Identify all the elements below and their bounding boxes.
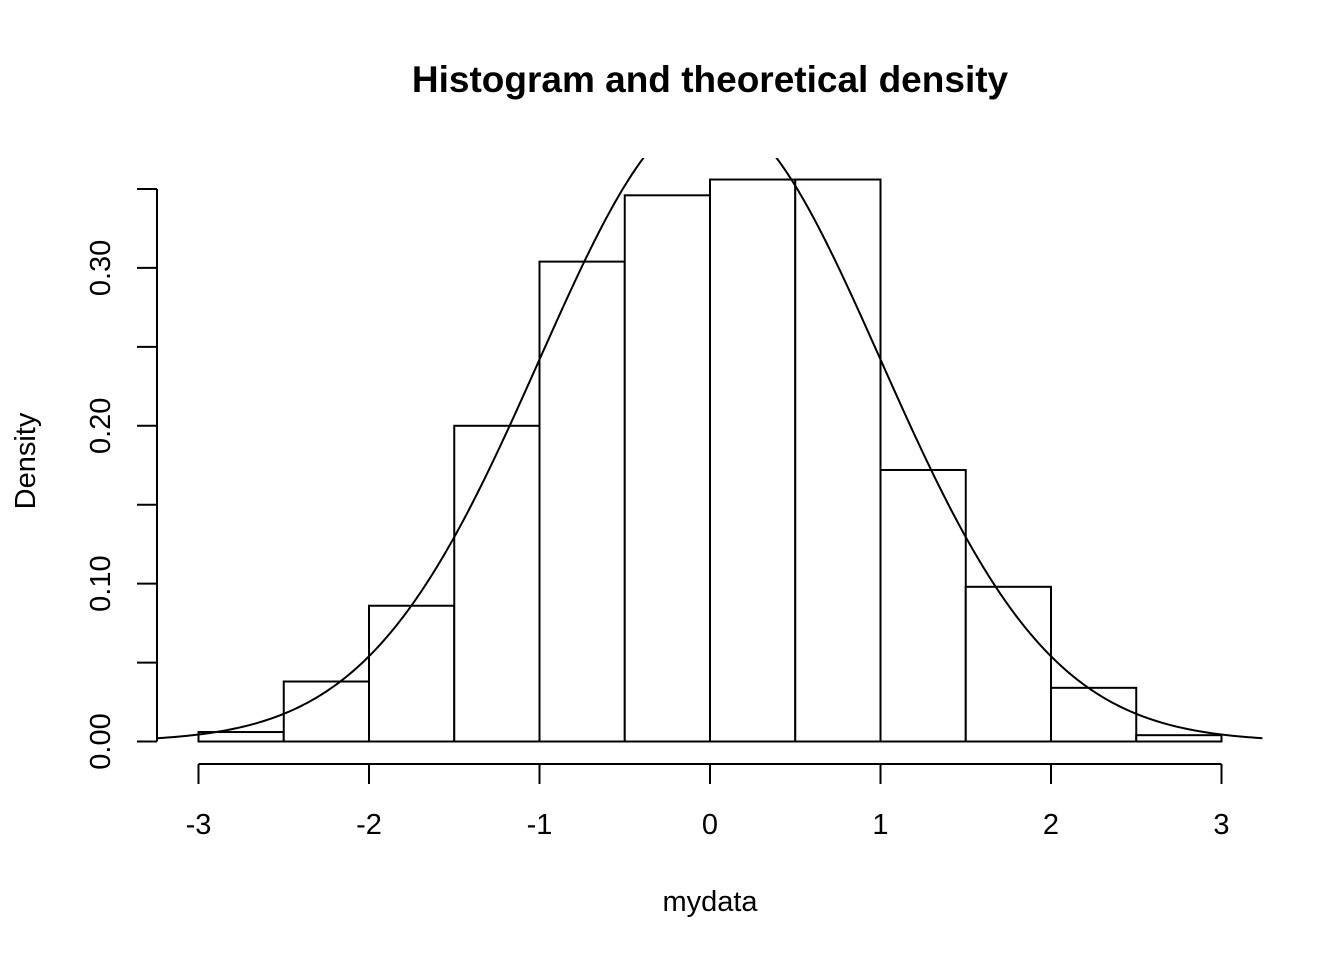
density-curve-layer (157, 158, 1263, 740)
x-tick-label: -1 (527, 809, 553, 841)
histogram-bar (538, 260, 626, 743)
chart-title: Histogram and theoretical density (412, 59, 1009, 100)
histogram-bar (1135, 734, 1223, 743)
histogram-bar (964, 585, 1052, 743)
y-axis-label: Density (10, 412, 42, 509)
x-tick-label: 2 (1043, 809, 1059, 841)
histogram-bar (1050, 686, 1138, 743)
y-axis: 0.00 0.10 0.20 0.30 (85, 188, 158, 770)
x-tick-label: -3 (186, 809, 212, 841)
y-tick-label: 0.20 (85, 398, 117, 454)
histogram-bar (453, 424, 541, 743)
density-curve (157, 158, 1263, 740)
histogram-bar (368, 604, 456, 743)
y-tick-label: 0.30 (85, 240, 117, 296)
histogram-bar (709, 178, 797, 743)
x-tick-label: -2 (356, 809, 382, 841)
x-axis: -3 -2 -1 0 1 2 3 (186, 763, 1230, 841)
y-tick-label: 0.00 (85, 713, 117, 769)
x-tick-label: 3 (1213, 809, 1229, 841)
histogram-bar (623, 194, 711, 743)
histogram-bars (197, 178, 1223, 743)
histogram-bar (794, 178, 882, 743)
x-tick-label: 1 (872, 809, 888, 841)
x-tick-label: 0 (702, 809, 718, 841)
histogram-bar (879, 468, 967, 743)
x-axis-label: mydata (662, 886, 758, 918)
y-tick-label: 0.10 (85, 555, 117, 611)
